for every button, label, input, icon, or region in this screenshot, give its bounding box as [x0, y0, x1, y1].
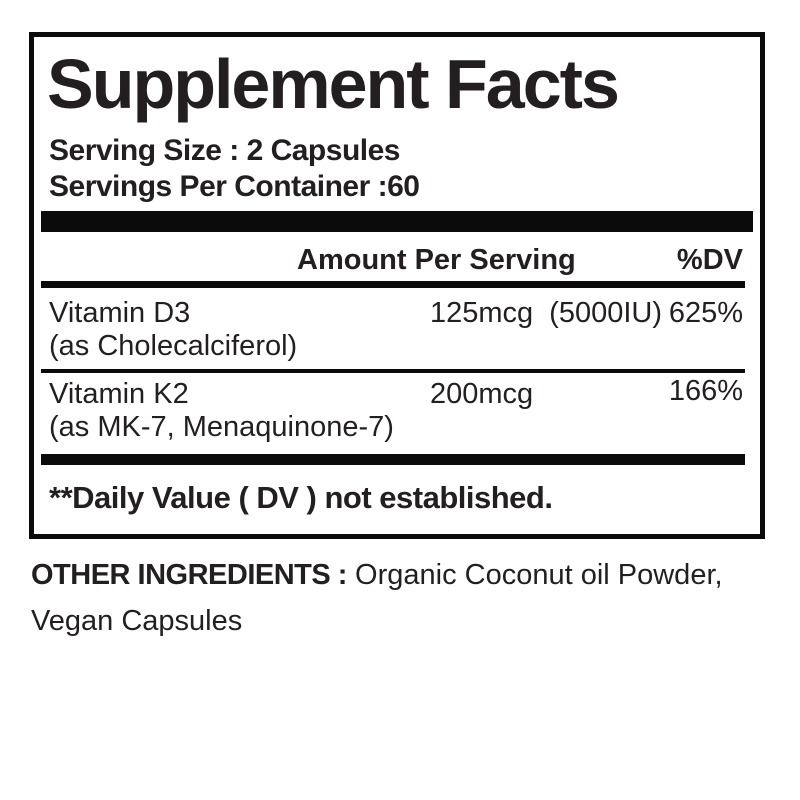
amount-alt-value: (5000IU): [549, 297, 662, 329]
divider-row: [41, 369, 745, 373]
supplement-facts-panel: Supplement Facts Serving Size : 2 Capsul…: [29, 32, 765, 539]
divider-thick-top: [41, 211, 753, 232]
other-ingredients-line1: Organic Coconut oil Powder,: [355, 559, 723, 591]
amount-per-serving-header: Amount Per Serving: [297, 244, 576, 276]
table-header-row: Amount Per Serving %DV: [49, 232, 745, 281]
table-row-vitamin-k2: Vitamin K2 (as MK-7, Menaquinone-7) 200m…: [49, 373, 745, 444]
other-ingredients-line2: Vegan Capsules: [31, 605, 243, 637]
panel-title: Supplement Facts: [47, 45, 620, 123]
percent-dv-header: %DV: [676, 244, 743, 276]
daily-value-footnote: **Daily Value ( DV ) not established.: [49, 480, 553, 515]
nutrient-amount: 200mcg: [430, 378, 549, 411]
other-ingredients: OTHER INGREDIENTS : Organic Coconut oil …: [31, 552, 771, 644]
nutrient-name: Vitamin D3: [49, 297, 191, 329]
nutrient-name: Vitamin K2: [49, 378, 189, 410]
divider-header: [41, 281, 745, 288]
nutrient-amount: 125mcg (5000IU): [430, 297, 662, 330]
nutrient-form: (as Cholecalciferol): [49, 330, 298, 362]
table-row-vitamin-d3: Vitamin D3 (as Cholecalciferol) 125mcg (5…: [49, 288, 745, 363]
divider-thick-bottom: [41, 454, 745, 465]
other-ingredients-label: OTHER INGREDIENTS :: [31, 559, 347, 591]
nutrient-dv: 166%: [668, 375, 743, 407]
serving-size: Serving Size : 2 Capsules: [49, 134, 400, 167]
serving-info: Serving Size : 2 Capsules Servings Per C…: [49, 133, 745, 205]
nutrient-form: (as MK-7, Menaquinone-7): [49, 411, 394, 443]
amount-value: 125mcg: [430, 297, 534, 329]
supplement-label: Supplement Facts Serving Size : 2 Capsul…: [29, 32, 765, 644]
servings-per-container: Servings Per Container :60: [49, 170, 420, 203]
nutrient-dv: 625%: [668, 297, 743, 329]
amount-value: 200mcg: [430, 378, 534, 410]
